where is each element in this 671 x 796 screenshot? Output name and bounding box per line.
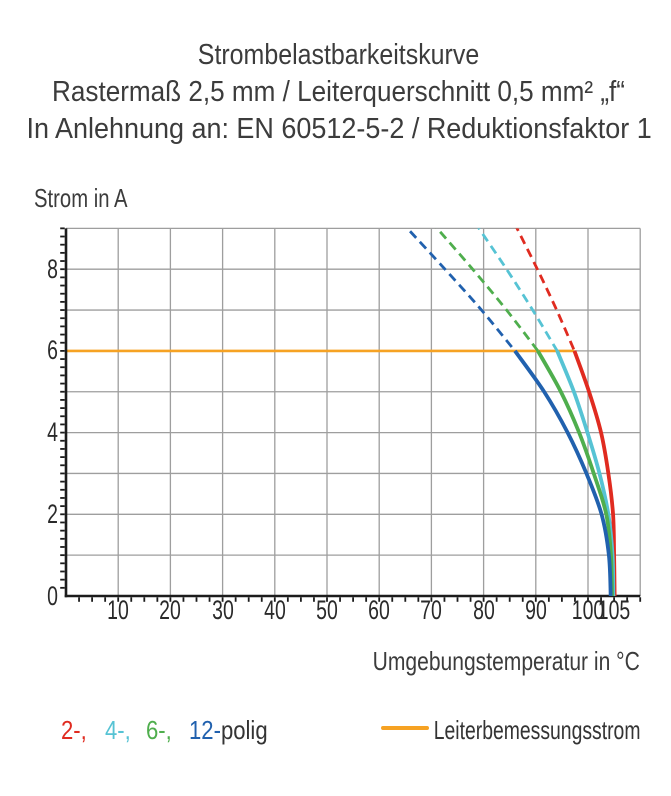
curve-dashed-6-polig	[435, 228, 540, 352]
chart-subtitle-standard: In Anlehnung an: EN 60512-5-2 / Reduktio…	[26, 113, 652, 145]
curve-solid-12-polig	[513, 349, 613, 596]
x-tick-label-30: 30	[211, 595, 234, 625]
gridlines	[66, 227, 641, 596]
x-tick-label-100: 100	[571, 595, 605, 625]
curve-dashed-4-polig	[477, 228, 559, 352]
legend-item-6-pole: 6-,	[145, 715, 172, 745]
curve-solid-6-polig	[536, 349, 614, 596]
curve-dashed-12-polig	[405, 228, 517, 352]
reference-line-swatch	[381, 726, 429, 730]
x-axis-title: Umgebungstemperatur in °C	[372, 646, 640, 676]
x-tick-label-60: 60	[368, 595, 391, 625]
x-tick-label-80: 80	[472, 595, 495, 625]
legend-item-2-pole: 2-,	[61, 715, 87, 745]
x-tick-label-70: 70	[420, 595, 443, 625]
x-tick-label-10: 10	[107, 595, 130, 625]
x-tick-label-50: 50	[316, 595, 338, 625]
y-tick-label-0: 0	[47, 580, 58, 611]
y-tick-label-6: 6	[47, 335, 58, 366]
y-tick-label-8: 8	[47, 253, 58, 284]
x-tick-label-40: 40	[263, 595, 286, 625]
curve-dashed-2-polig	[515, 228, 576, 352]
x-tick-label-105: 105	[597, 595, 631, 625]
series-curves	[405, 228, 617, 596]
chart-legend: 2-, 4-, 6-, 12-polig Leiterbemessungsstrom	[0, 717, 671, 751]
chart-subtitle-pitch-cross-section: Rastermaß 2,5 mm / Leiterquerschnitt 0,5…	[52, 76, 625, 108]
x-tick-label-90: 90	[524, 595, 547, 625]
y-tick-label-2: 2	[47, 498, 58, 529]
legend-item-4-pole: 4-,	[105, 715, 131, 745]
reference-line-label: Leiterbemessungsstrom	[433, 715, 640, 745]
y-axis-title: Strom in A	[34, 183, 128, 213]
chart-title: Strombelastbarkeitskurve	[197, 39, 480, 71]
legend-item-12-pole: 12-polig	[189, 715, 268, 745]
axes	[60, 227, 642, 602]
legend-polig-suffix: polig	[220, 715, 268, 745]
y-tick-label-4: 4	[47, 417, 58, 448]
x-tick-label-20: 20	[159, 595, 182, 625]
